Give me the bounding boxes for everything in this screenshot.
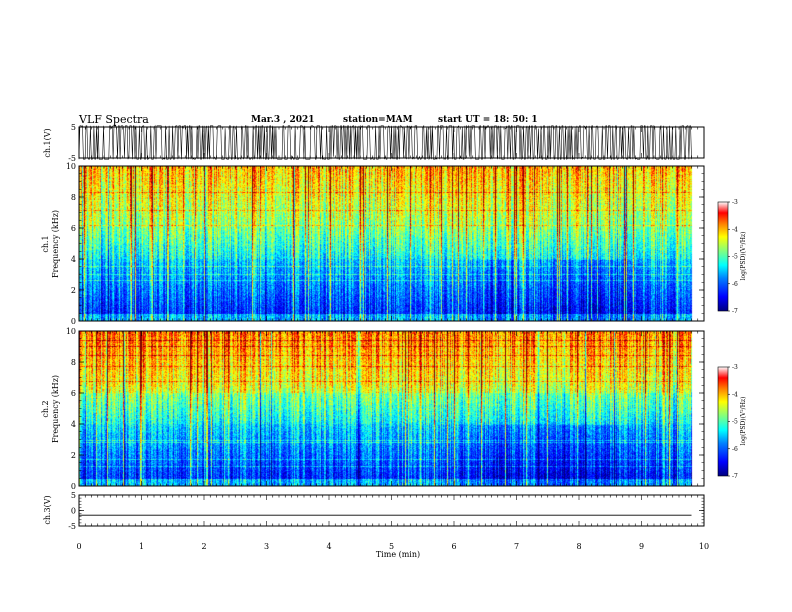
ch3-waveform-ytick-label: -5 [68,522,76,531]
ch1-spectrogram-ytick-label: 2 [71,286,76,295]
ch1-spectrogram-ytick-label: 6 [71,224,76,233]
time-axis-tick-label: 3 [264,542,269,551]
ch1-colorbar-label: log(PSD)(V²/Hz) [740,232,747,281]
time-axis-tick-label: 4 [326,542,331,551]
ch2-spectrogram-axis-label-frequency: Frequency (kHz) [51,375,60,443]
ch2-spectrogram-ytick-label: 8 [71,358,76,367]
ch1-colorbar-bar [717,201,729,312]
ch1-waveform-ytick-label: 5 [71,123,76,132]
ch1-spectrogram-ytick-label: 10 [66,162,76,171]
time-axis-tick-label: 5 [389,542,394,551]
ch2-colorbar-tick-label: -3 [732,364,738,371]
ch1-spectrogram-panel: 0 2 4 6 8 10 [66,162,705,326]
ch1-spectrogram-axis-label-frequency: Frequency (kHz) [51,210,60,278]
ch1-colorbar-tick-label: -6 [732,281,738,288]
time-axis-label: Time (min) [376,550,420,559]
ch2-colorbar-tick-label: -4 [732,391,738,398]
ch1-waveform-panel: 5 -5 [68,123,705,163]
ch2-colorbar-bar [717,366,729,477]
time-axis-tick-label: 1 [139,542,144,551]
ch1-spectrogram-image [79,166,704,321]
ch2-colorbar-tick-label: -5 [732,419,738,426]
time-axis-tick-label: 2 [201,542,206,551]
ch1-colorbar-tick-label: -7 [732,308,738,315]
ch2-colorbar-tick-label: -6 [732,446,738,453]
ch2-colorbar-label: log(PSD)(V²/Hz) [740,397,747,446]
ch2-spectrogram-panel: 0 2 4 6 8 10 [66,327,705,491]
ch2-spectrogram-ytick-label: 10 [66,327,76,336]
ch1-spectrogram-ytick-label: 8 [71,193,76,202]
ch3-voltage-axis-label: ch.3(V) [43,495,52,524]
ch2-spectrogram-ytick-label: 6 [71,389,76,398]
ch1-waveform-ytick-label: -5 [68,154,76,163]
ch1-colorbar-tick-label: -5 [732,254,738,261]
date-label: Mar.3 , 2021 [251,115,315,125]
ch1-colorbar-tick-label: -4 [732,226,738,233]
ch2-spectrogram-image [79,331,704,486]
ch1-voltage-axis-label: ch.1(V) [43,128,52,157]
ch2-spectrogram-ytick-label: 2 [71,451,76,460]
start-time-label: start UT = 18: 50: 1 [438,115,538,125]
figure-title: VLF Spectra [78,113,149,126]
ch3-waveform-ytick-label: 5 [71,491,76,500]
time-axis-tick-label: 8 [576,542,581,551]
ch3-waveform-ytick-label: 0 [71,507,76,516]
station-label: station=MAM [343,115,413,125]
ch1-colorbar: -3 -4 -5 -6 -7 [717,199,738,315]
ch1-spectrogram-ytick-label: 4 [71,255,76,264]
time-axis-tick-label: 6 [451,542,456,551]
ch2-spectrogram-ytick-label: 0 [71,482,76,491]
time-axis-ticks: 0 1 2 3 4 5 6 7 8 9 10 [76,542,709,551]
ch1-spectrogram-ytick-label: 0 [71,317,76,326]
ch2-colorbar: -3 -4 -5 -6 -7 [717,364,738,480]
ch2-spectrogram-axis-label-channel: ch.2 [41,400,50,417]
time-axis-tick-label: 9 [639,542,644,551]
ch1-waveform-trace [78,124,692,161]
ch1-colorbar-tick-label: -3 [732,199,738,206]
ch1-spectrogram-axis-label-channel: ch.1 [41,235,50,252]
ch2-spectrogram-ytick-label: 4 [71,420,76,429]
time-axis-tick-label: 0 [76,542,81,551]
ch2-colorbar-tick-label: -7 [732,473,738,480]
ch3-waveform-panel: 5 0 -5 [68,491,705,531]
time-axis-tick-label: 10 [699,542,709,551]
time-axis-tick-label: 7 [514,542,519,551]
